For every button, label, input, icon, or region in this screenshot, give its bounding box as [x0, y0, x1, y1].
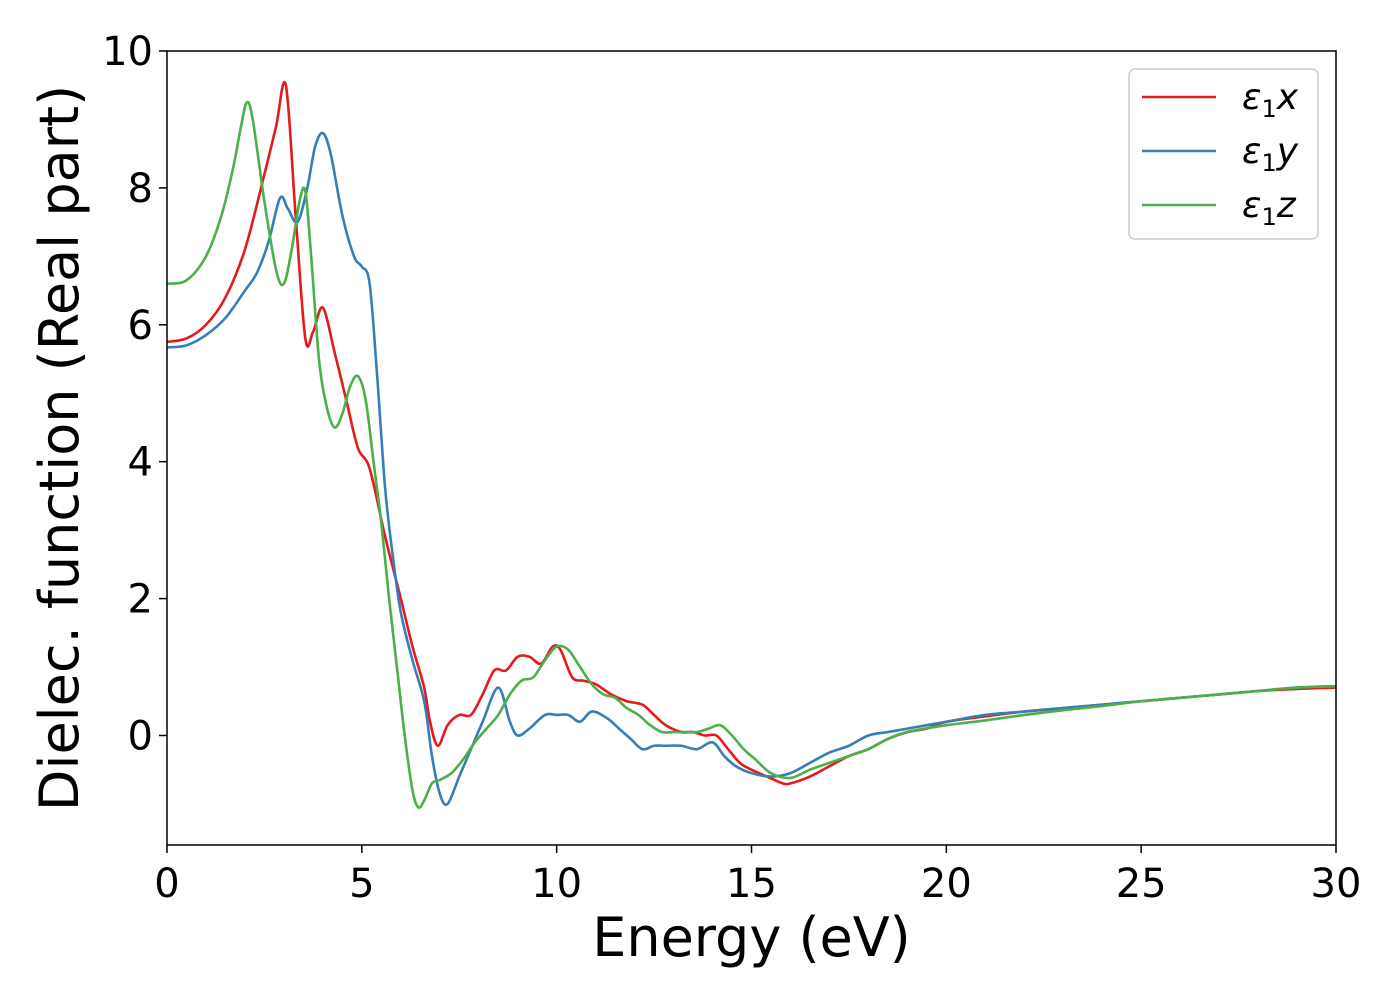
x-tick-label: 25 — [1116, 861, 1167, 907]
legend: ε1x ε1y ε1z — [1128, 68, 1319, 240]
series-line-z — [167, 100, 1336, 810]
series-line-y — [167, 131, 1336, 806]
legend-label-z: ε1z — [1242, 185, 1297, 231]
x-axis-title: Energy (eV) — [592, 906, 911, 969]
x-tick-label: 0 — [154, 861, 179, 907]
legend-label-x: ε1x — [1242, 77, 1299, 123]
x-tick-label: 10 — [531, 861, 582, 907]
y-axis-ticks: 0 2 4 6 8 10 — [102, 29, 167, 759]
y-axis-title: Dielec. function (Real part) — [28, 85, 91, 811]
x-tick-label: 30 — [1311, 861, 1362, 907]
series-layer — [167, 80, 1336, 810]
x-tick-label: 20 — [921, 861, 972, 907]
y-tick-label: 2 — [128, 577, 153, 623]
y-tick-label: 0 — [128, 713, 153, 759]
x-tick-label: 5 — [349, 861, 374, 907]
y-tick-label: 6 — [128, 303, 153, 349]
y-tick-label: 8 — [128, 166, 153, 212]
y-tick-label: 10 — [102, 29, 153, 75]
legend-label-y: ε1y — [1242, 131, 1299, 177]
x-axis-ticks: 0 5 10 15 20 25 30 — [154, 845, 1361, 907]
x-tick-label: 15 — [726, 861, 777, 907]
y-tick-label: 4 — [128, 440, 153, 486]
legend-box — [1128, 68, 1319, 240]
